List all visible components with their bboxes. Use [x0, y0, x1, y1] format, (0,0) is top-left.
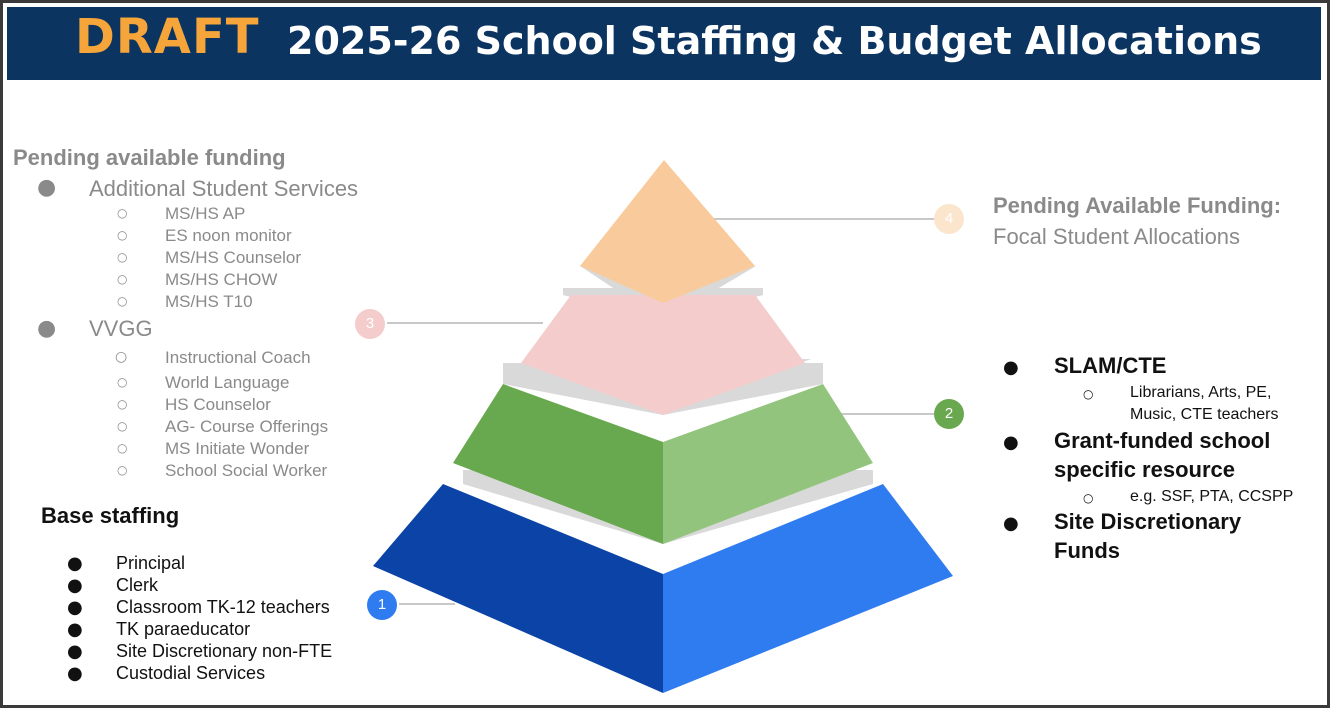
list-item: Librarians, Arts, PE, [1130, 384, 1272, 401]
bullet-circle: ○ [117, 441, 128, 455]
list-item: ES noon monitor [165, 226, 292, 245]
tier-1-right-face [663, 484, 953, 693]
list-item: School Social Worker [165, 461, 328, 480]
list-item: Classroom TK-12 teachers [116, 597, 330, 617]
tier-2-left-face [453, 384, 663, 544]
tier-1-left-face [373, 484, 663, 693]
bullet-circle: ○ [117, 206, 128, 220]
slam-cte-label: SLAM/CTE [1054, 353, 1167, 378]
pyramid-diagram [373, 160, 953, 693]
bullet-circle: ○ [117, 250, 128, 264]
list-item: Music, CTE teachers [1130, 406, 1279, 423]
bullet-circle: ○ [117, 419, 128, 433]
bullet-circle: ○ [117, 375, 128, 389]
bullet-circle: ○ [117, 397, 128, 411]
tier-1-badge: 1 [367, 590, 397, 620]
bullet-circle: ○ [1083, 491, 1094, 505]
site-discretionary-label-line2: Funds [1054, 538, 1120, 563]
bullet-dot: ● [67, 553, 83, 574]
bullet-dot: ● [67, 663, 83, 684]
group-label-additional-student-services: Additional Student Services [89, 176, 359, 201]
grant-funded-label: Grant-funded school [1054, 428, 1271, 453]
title-banner: DRAFT 2025-26 School Staffing & Budget A… [7, 7, 1321, 80]
bullet-dot: ● [1003, 513, 1019, 534]
tier-3-badge: 3 [355, 309, 385, 339]
bullet-dot: ● [67, 575, 83, 596]
bullet-dot: ● [37, 175, 57, 200]
list-item: World Language [165, 373, 290, 392]
grant-funded-label-line2: specific resource [1054, 457, 1235, 482]
bullet-dot: ● [67, 619, 83, 640]
bullet-dot: ● [67, 641, 83, 662]
list-item: MS/HS T10 [165, 292, 253, 311]
bullet-circle: ○ [115, 349, 128, 365]
list-item: HS Counselor [165, 395, 271, 414]
pending-funding-heading: Pending available funding [13, 145, 286, 170]
list-item: AG- Course Offerings [165, 417, 329, 436]
bullet-circle: ○ [1083, 387, 1094, 401]
list-item: Custodial Services [116, 663, 266, 683]
list-item: MS Initiate Wonder [165, 439, 310, 458]
tier-4-badge: 4 [934, 204, 964, 234]
bullet-circle: ○ [117, 228, 128, 242]
list-item: MS/HS CHOW [165, 270, 278, 289]
bullet-dot: ● [67, 597, 83, 618]
tier-3-face [521, 295, 805, 415]
tier-4-face [580, 160, 755, 303]
slide-title: 2025-26 School Staffing & Budget Allocat… [287, 19, 1262, 63]
list-item: Site Discretionary non-FTE [116, 641, 333, 661]
bullet-circle: ○ [117, 272, 128, 286]
group-label-vvgg: VVGG [89, 316, 153, 341]
bullet-circle: ○ [117, 294, 128, 308]
list-item: e.g. SSF, PTA, CCSPP [1130, 488, 1294, 505]
focal-funding-heading: Pending Available Funding: [993, 193, 1282, 218]
bullet-dot: ● [1003, 432, 1019, 453]
bullet-dot: ● [1003, 357, 1019, 378]
list-item: Principal [116, 553, 186, 573]
tier-2-right-face [663, 384, 873, 544]
draft-label: DRAFT [75, 9, 260, 65]
base-staffing-heading: Base staffing [41, 503, 180, 528]
list-item: TK paraeducator [116, 619, 251, 639]
bullet-dot: ● [37, 316, 57, 341]
bullet-circle: ○ [117, 463, 128, 477]
list-item: Instructional Coach [165, 348, 311, 367]
list-item: MS/HS Counselor [165, 248, 302, 267]
list-item: MS/HS AP [165, 204, 246, 223]
focal-funding-subheading: Focal Student Allocations [993, 224, 1241, 249]
tier-2-badge: 2 [934, 399, 964, 429]
site-discretionary-label: Site Discretionary [1054, 509, 1242, 534]
list-item: Clerk [116, 575, 159, 595]
